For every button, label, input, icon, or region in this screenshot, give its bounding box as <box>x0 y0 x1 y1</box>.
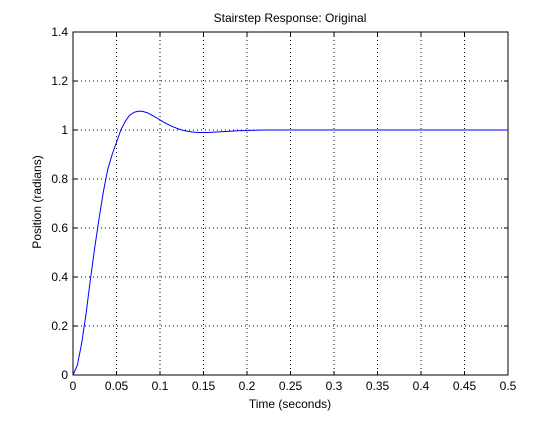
x-tick-label: 0.3 <box>326 379 343 393</box>
plot-frame <box>72 31 509 376</box>
x-tick-label: 0.1 <box>152 379 169 393</box>
y-tick-label: 0.8 <box>51 172 68 186</box>
x-tick-label: 0.4 <box>413 379 430 393</box>
chart-title: Stairstep Response: Original <box>214 11 367 25</box>
x-tick-label: 0.5 <box>500 379 517 393</box>
x-tick-label: 0 <box>70 379 77 393</box>
y-tick-label: 0 <box>61 368 68 382</box>
y-tick-label: 1.2 <box>51 74 68 88</box>
y-tick-label: 1 <box>61 123 68 137</box>
x-axis-label: Time (seconds) <box>249 397 331 411</box>
x-tick-label: 0.45 <box>453 379 477 393</box>
axis-ticks: 0 0.05 0.1 0.15 0.2 0.25 0.3 0.35 0.4 0.45 0.5 0 0.2… <box>51 25 516 393</box>
x-tick-label: 0.25 <box>279 379 303 393</box>
x-tick-label: 0.2 <box>239 379 256 393</box>
y-tick-label: 1.4 <box>51 25 68 39</box>
x-tick-label: 0.05 <box>105 379 129 393</box>
x-tick-label: 0.35 <box>366 379 390 393</box>
x-tick-label: 0.15 <box>192 379 216 393</box>
grid-lines <box>73 32 508 375</box>
y-tick-label: 0.2 <box>51 319 68 333</box>
y-axis-label: Position (radians) <box>30 155 44 248</box>
series-layer <box>72 110 508 376</box>
y-tick-label: 0.6 <box>51 221 68 235</box>
series-line <box>72 110 508 376</box>
y-tick-label: 0.4 <box>51 270 68 284</box>
